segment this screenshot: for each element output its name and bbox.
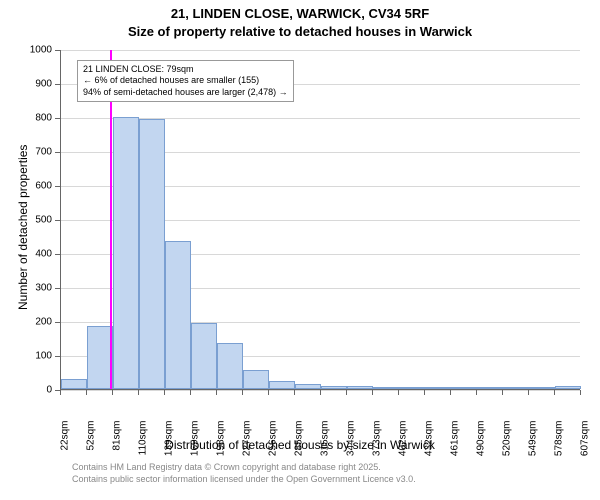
histogram-bar [399, 387, 425, 389]
xtick-mark [528, 390, 529, 395]
xtick-label: 22sqm [60, 421, 71, 466]
ytick-mark [55, 288, 60, 289]
xtick-label: 139sqm [164, 421, 175, 466]
annotation-line1: 21 LINDEN CLOSE: 79sqm [83, 64, 288, 75]
histogram-bar [451, 387, 477, 389]
histogram-bar [217, 343, 243, 389]
xtick-label: 227sqm [242, 421, 253, 466]
xtick-mark [476, 390, 477, 395]
xtick-label: 402sqm [398, 421, 409, 466]
xtick-label: 110sqm [138, 421, 149, 466]
xtick-label: 344sqm [346, 421, 357, 466]
histogram-bar [503, 387, 529, 389]
ytick-label: 900 [22, 79, 52, 90]
xtick-label: 81sqm [112, 421, 123, 466]
ytick-mark [55, 356, 60, 357]
xtick-label: 461sqm [450, 421, 461, 466]
xtick-mark [372, 390, 373, 395]
histogram-bar [347, 386, 373, 389]
xtick-mark [424, 390, 425, 395]
histogram-bar [113, 117, 139, 389]
xtick-mark [398, 390, 399, 395]
xtick-mark [320, 390, 321, 395]
ytick-label: 100 [22, 351, 52, 362]
xtick-label: 315sqm [320, 421, 331, 466]
xtick-mark [242, 390, 243, 395]
xtick-label: 285sqm [294, 421, 305, 466]
xtick-mark [554, 390, 555, 395]
histogram-bar [295, 384, 321, 389]
ytick-label: 500 [22, 215, 52, 226]
xtick-mark [164, 390, 165, 395]
credits-line2: Contains public sector information licen… [72, 474, 416, 486]
histogram-bar [373, 387, 399, 389]
xtick-label: 549sqm [528, 421, 539, 466]
xtick-mark [502, 390, 503, 395]
ytick-mark [55, 118, 60, 119]
histogram-bar [165, 241, 191, 389]
ytick-mark [55, 84, 60, 85]
xtick-mark [294, 390, 295, 395]
xtick-label: 256sqm [268, 421, 279, 466]
xtick-mark [580, 390, 581, 395]
xtick-mark [60, 390, 61, 395]
histogram-bar [555, 386, 581, 389]
histogram-bar [425, 387, 451, 389]
xtick-label: 169sqm [190, 421, 201, 466]
xtick-label: 578sqm [554, 421, 565, 466]
xtick-label: 490sqm [476, 421, 487, 466]
ytick-mark [55, 254, 60, 255]
xtick-label: 607sqm [580, 421, 591, 466]
histogram-bar [269, 381, 295, 390]
ytick-label: 300 [22, 283, 52, 294]
ytick-mark [55, 220, 60, 221]
annotation-line3: 94% of semi-detached houses are larger (… [83, 87, 288, 98]
ytick-mark [55, 50, 60, 51]
ytick-label: 600 [22, 181, 52, 192]
histogram-bar [191, 323, 217, 389]
xtick-mark [190, 390, 191, 395]
histogram-bar [321, 386, 347, 389]
histogram-bar [87, 326, 113, 389]
ytick-mark [55, 186, 60, 187]
xtick-mark [216, 390, 217, 395]
histogram-bar [243, 370, 269, 389]
ytick-label: 200 [22, 317, 52, 328]
histogram-bar [61, 379, 87, 389]
xtick-label: 520sqm [502, 421, 513, 466]
xtick-mark [346, 390, 347, 395]
xtick-label: 198sqm [216, 421, 227, 466]
ytick-label: 0 [22, 385, 52, 396]
histogram-bar [529, 387, 555, 389]
xtick-mark [112, 390, 113, 395]
ytick-mark [55, 152, 60, 153]
xtick-mark [450, 390, 451, 395]
plot-area: 21 LINDEN CLOSE: 79sqm ← 6% of detached … [60, 50, 580, 390]
gridline [61, 50, 580, 51]
chart-title-line2: Size of property relative to detached ho… [0, 24, 600, 39]
xtick-label: 52sqm [86, 421, 97, 466]
ytick-mark [55, 322, 60, 323]
xtick-mark [138, 390, 139, 395]
xtick-label: 373sqm [372, 421, 383, 466]
histogram-bar [477, 387, 503, 389]
xtick-label: 432sqm [424, 421, 435, 466]
ytick-label: 400 [22, 249, 52, 260]
annotation-box: 21 LINDEN CLOSE: 79sqm ← 6% of detached … [77, 60, 294, 102]
annotation-line2: ← 6% of detached houses are smaller (155… [83, 75, 288, 86]
chart-container: 21, LINDEN CLOSE, WARWICK, CV34 5RF Size… [0, 0, 600, 500]
ytick-label: 800 [22, 113, 52, 124]
chart-title-line1: 21, LINDEN CLOSE, WARWICK, CV34 5RF [0, 6, 600, 21]
xtick-mark [86, 390, 87, 395]
ytick-label: 1000 [22, 45, 52, 56]
credits-block: Contains HM Land Registry data © Crown c… [72, 462, 416, 485]
ytick-label: 700 [22, 147, 52, 158]
xtick-mark [268, 390, 269, 395]
histogram-bar [139, 119, 165, 389]
